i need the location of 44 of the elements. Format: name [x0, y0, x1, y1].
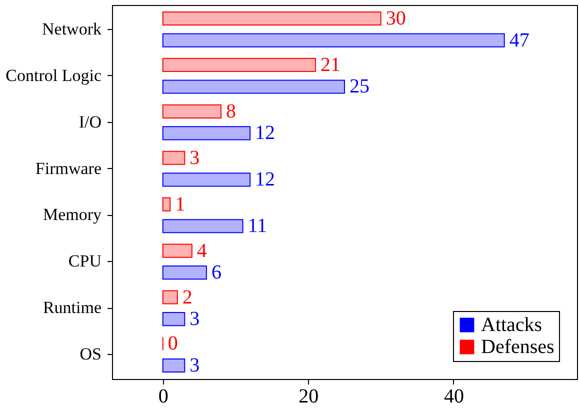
y-tick-label: CPU [68, 252, 102, 271]
bar [162, 58, 316, 72]
bar [162, 126, 251, 140]
bar [162, 33, 505, 48]
y-tick-label: Runtime [42, 298, 102, 318]
bar [162, 290, 178, 304]
data-label: 3 [190, 308, 200, 330]
x-tick-label: 40 [444, 386, 464, 408]
data-label: 0 [168, 332, 178, 355]
y-tick-label: OS [80, 344, 102, 364]
data-label: 8 [226, 100, 236, 122]
data-label: 12 [255, 122, 276, 144]
x-tick-label: 20 [298, 386, 319, 408]
bar [162, 150, 186, 165]
data-label: 3 [190, 146, 200, 169]
bar [162, 358, 186, 373]
bar [162, 197, 171, 212]
bar [162, 104, 222, 118]
bar [162, 11, 382, 26]
bar [162, 219, 244, 234]
data-label: 30 [386, 8, 406, 30]
bar [162, 80, 345, 94]
data-label: 21 [320, 54, 340, 76]
y-tick-label: I/O [78, 112, 102, 132]
data-label: 12 [255, 168, 276, 191]
bar [162, 312, 186, 326]
bar [162, 172, 251, 187]
data-label: 1 [175, 193, 186, 216]
data-label: 4 [196, 240, 207, 262]
data-label: 11 [248, 215, 268, 238]
data-label: 6 [211, 262, 222, 284]
data-label: 25 [350, 76, 370, 98]
y-tick-label: Control Logic [6, 66, 102, 85]
data-label: 2 [182, 286, 192, 308]
bar [162, 244, 192, 258]
y-tick-label: Memory [42, 205, 102, 224]
data-label: 3 [190, 354, 200, 376]
legend-label: Attacks [481, 314, 542, 336]
bar [162, 266, 207, 280]
y-tick-label: Firmware [35, 158, 102, 178]
legend-label: Defenses [481, 336, 555, 358]
data-label: 47 [509, 29, 530, 52]
x-tick-label: 0 [158, 386, 168, 408]
y-tick-label: Network [42, 19, 102, 38]
